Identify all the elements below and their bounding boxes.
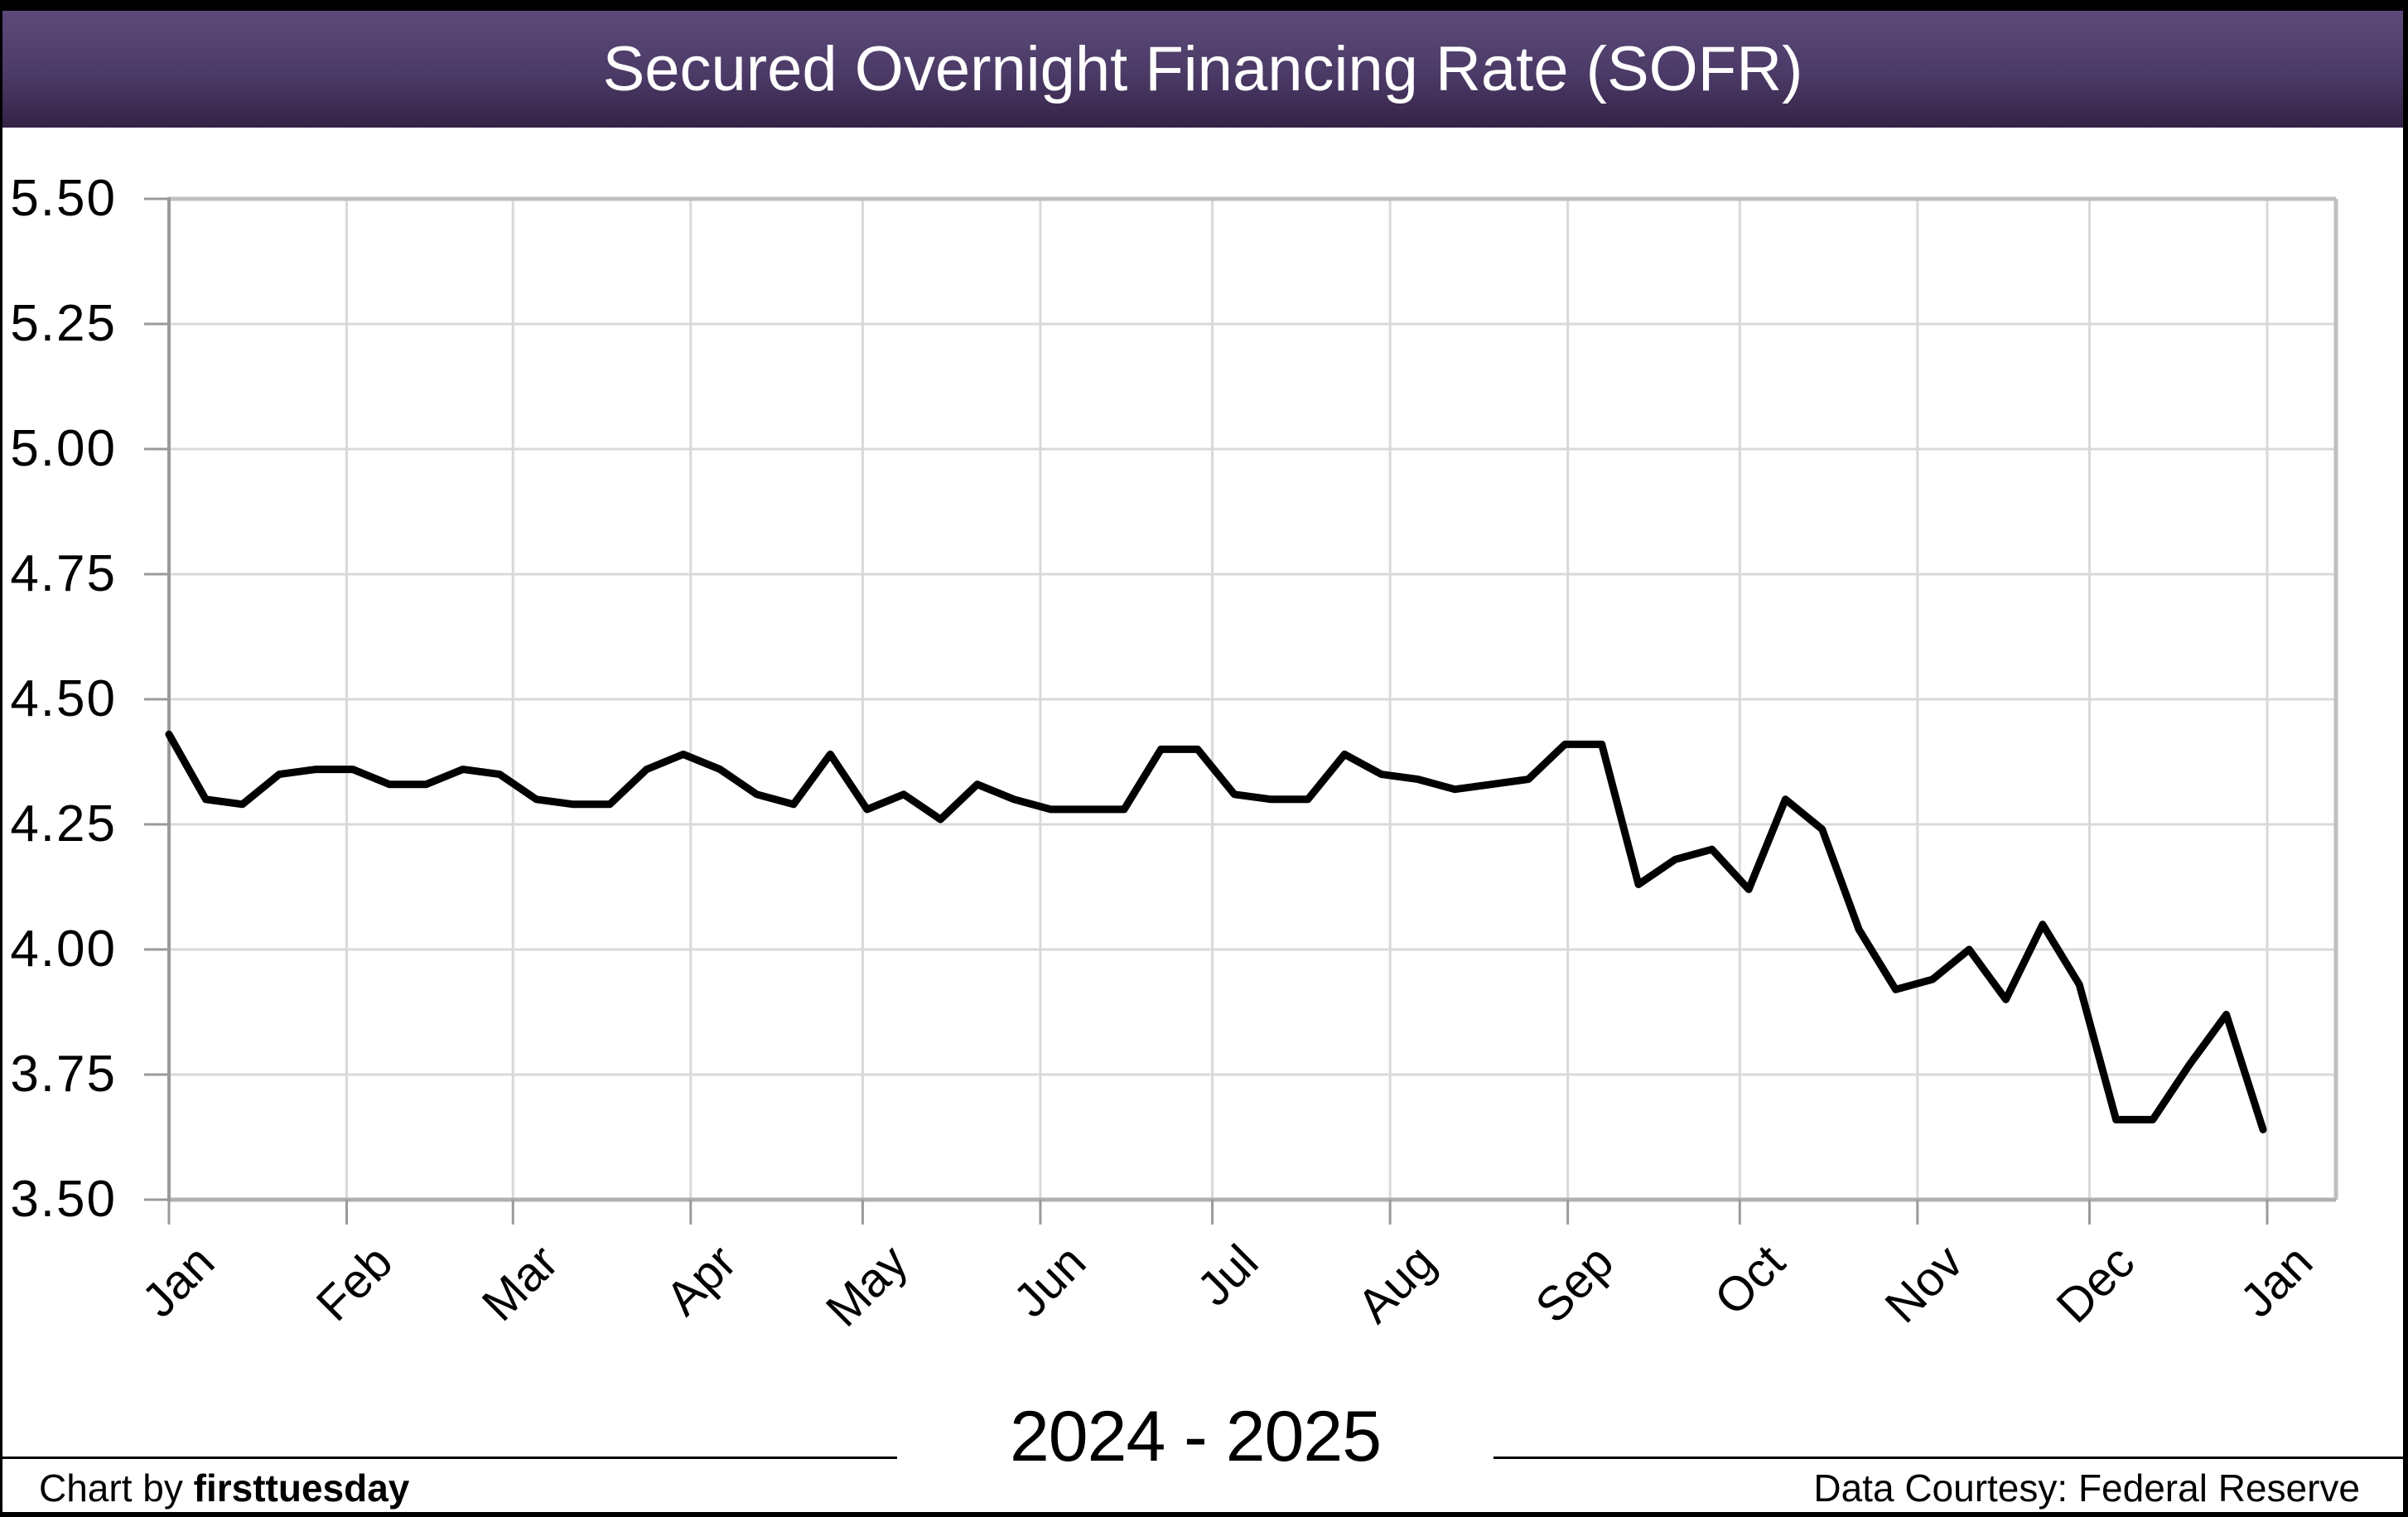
y-tick-label: 5.00 xyxy=(10,420,117,477)
y-tick-label: 3.50 xyxy=(10,1171,117,1228)
x-axis-title: 2024 - 2025 xyxy=(1009,1396,1382,1476)
y-tick-label: 4.75 xyxy=(10,545,117,602)
chart-title: Secured Overnight Financing Rate (SOFR) xyxy=(602,34,1803,104)
sofr-line-series xyxy=(165,730,2267,1133)
credit-right: Data Courtesy: Federal Reserve xyxy=(1813,1466,2360,1510)
y-tick-label: 4.00 xyxy=(10,920,117,978)
y-tick-label: 4.50 xyxy=(10,670,117,727)
credit-prefix: Chart by xyxy=(39,1466,194,1510)
y-tick-label: 3.75 xyxy=(10,1046,117,1103)
y-tick-label: 5.25 xyxy=(10,295,117,352)
plot-area xyxy=(144,196,2338,1225)
credit-brand: firsttuesday xyxy=(193,1466,410,1510)
y-tick-label: 5.50 xyxy=(10,170,117,227)
title-bar: Secured Overnight Financing Rate (SOFR) xyxy=(2,11,2403,128)
credit-left: Chart by firsttuesday xyxy=(39,1466,409,1510)
x-axis-title-box: 2024 - 2025 xyxy=(897,1382,1494,1491)
y-tick-label: 4.25 xyxy=(10,795,117,853)
